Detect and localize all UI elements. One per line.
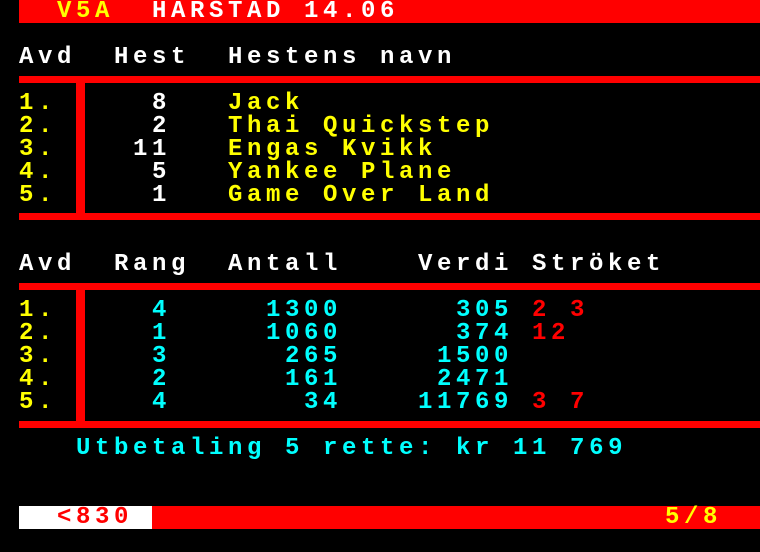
- avd-cell: 3.: [19, 343, 58, 370]
- payout-summary: Utbetaling 5 rette: kr 11 769: [76, 435, 628, 462]
- verdi-cell: 374: [456, 320, 514, 347]
- col-header-hest: Hest: [114, 44, 191, 71]
- hest-cell: 8: [152, 90, 172, 117]
- divider: [19, 421, 760, 428]
- horse-name-cell: Jack: [228, 90, 305, 117]
- stroket-cell: 3 7: [532, 389, 590, 416]
- verdi-cell: 11769: [418, 389, 514, 416]
- rang-cell: 1: [152, 320, 172, 347]
- page-code: V5A: [57, 0, 115, 25]
- divider: [19, 213, 760, 220]
- page-indicator: 5/8: [665, 504, 723, 531]
- col-header-rang: Rang: [114, 251, 191, 278]
- verdi-cell: 305: [456, 297, 514, 324]
- rang-cell: 4: [152, 389, 172, 416]
- page-title: HARSTAD 14.06: [152, 0, 400, 25]
- col-header-avd: Avd: [19, 44, 77, 71]
- divider: [19, 76, 760, 83]
- horse-name-cell: Thai Quickstep: [228, 113, 495, 140]
- antall-cell: 34: [304, 389, 343, 416]
- verdi-cell: 1500: [437, 343, 514, 370]
- footer-prev-page-button[interactable]: [19, 506, 152, 529]
- avd-cell: 5.: [19, 389, 58, 416]
- col-header-verdi: Verdi: [418, 251, 514, 278]
- vertical-divider: [76, 83, 85, 213]
- avd-cell: 2.: [19, 113, 58, 140]
- avd-cell: 4.: [19, 159, 58, 186]
- antall-cell: 1300: [266, 297, 343, 324]
- stroket-cell: 2 3: [532, 297, 590, 324]
- hest-cell: 5: [152, 159, 172, 186]
- antall-cell: 265: [285, 343, 343, 370]
- avd-cell: 3.: [19, 136, 58, 163]
- hest-cell: 2: [152, 113, 172, 140]
- hest-cell: 11: [133, 136, 172, 163]
- divider: [19, 283, 760, 290]
- verdi-cell: 2471: [437, 366, 514, 393]
- antall-cell: 1060: [266, 320, 343, 347]
- avd-cell: 5.: [19, 182, 58, 209]
- prev-page-label[interactable]: <830: [57, 504, 134, 531]
- avd-cell: 1.: [19, 90, 58, 117]
- hest-cell: 1: [152, 182, 172, 209]
- rang-cell: 4: [152, 297, 172, 324]
- header-bar: [19, 0, 760, 23]
- avd-cell: 1.: [19, 297, 58, 324]
- vertical-divider: [76, 290, 85, 421]
- horse-name-cell: Game Over Land: [228, 182, 495, 209]
- avd-cell: 4.: [19, 366, 58, 393]
- col-header-antall: Antall: [228, 251, 343, 278]
- footer-bar: [152, 506, 760, 529]
- horse-name-cell: Yankee Plane: [228, 159, 457, 186]
- col-header-name: Hestens navn: [228, 44, 457, 71]
- rang-cell: 2: [152, 366, 172, 393]
- col-header-stroket: Ströket: [532, 251, 666, 278]
- rang-cell: 3: [152, 343, 172, 370]
- col-header-avd: Avd: [19, 251, 77, 278]
- horse-name-cell: Engas Kvikk: [228, 136, 438, 163]
- avd-cell: 2.: [19, 320, 58, 347]
- antall-cell: 161: [285, 366, 343, 393]
- stroket-cell: 12: [532, 320, 571, 347]
